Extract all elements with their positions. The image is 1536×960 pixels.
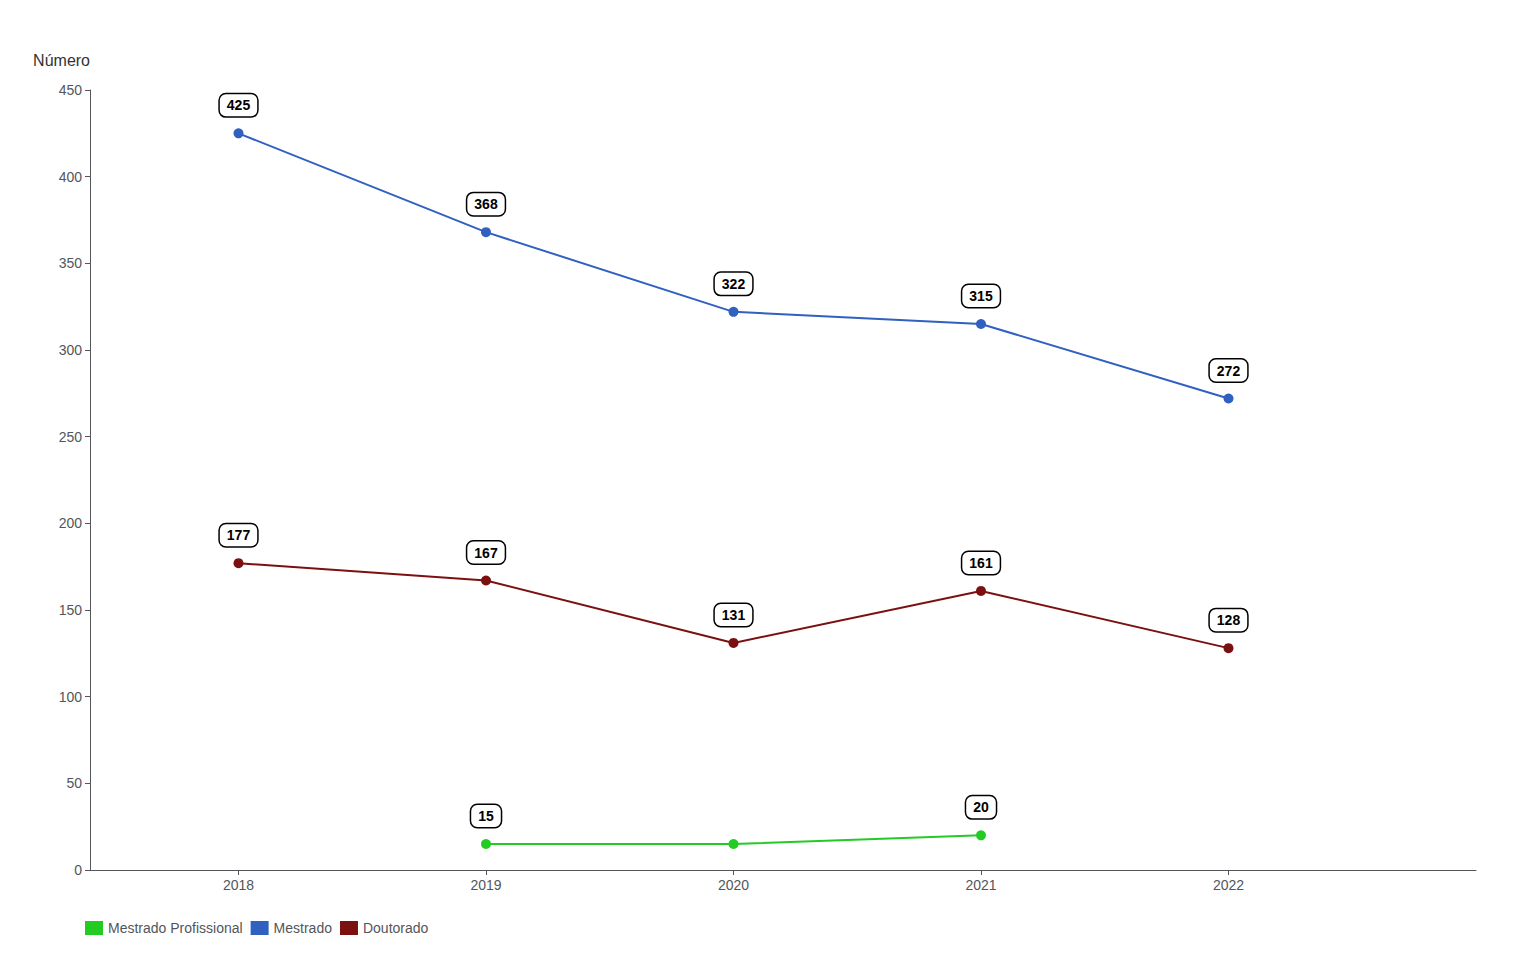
svg-text:2021: 2021	[965, 877, 996, 893]
svg-text:Mestrado: Mestrado	[274, 920, 333, 936]
svg-text:250: 250	[59, 429, 83, 445]
svg-text:315: 315	[969, 288, 993, 304]
svg-text:177: 177	[227, 527, 251, 543]
svg-text:167: 167	[474, 545, 498, 561]
svg-text:Doutorado: Doutorado	[363, 920, 429, 936]
svg-text:368: 368	[474, 196, 498, 212]
svg-text:425: 425	[227, 97, 251, 113]
svg-text:2022: 2022	[1213, 877, 1244, 893]
svg-text:300: 300	[59, 342, 83, 358]
svg-text:131: 131	[722, 607, 746, 623]
svg-text:161: 161	[969, 555, 993, 571]
svg-text:322: 322	[722, 276, 746, 292]
svg-text:100: 100	[59, 689, 83, 705]
svg-text:350: 350	[59, 255, 83, 271]
svg-text:15: 15	[478, 808, 494, 824]
svg-text:2018: 2018	[223, 877, 254, 893]
svg-text:2019: 2019	[470, 877, 501, 893]
svg-text:272: 272	[1217, 363, 1241, 379]
svg-text:Mestrado Profissional: Mestrado Profissional	[108, 920, 243, 936]
svg-text:50: 50	[66, 775, 82, 791]
svg-text:450: 450	[59, 82, 83, 98]
svg-text:20: 20	[973, 799, 989, 815]
svg-text:2020: 2020	[718, 877, 749, 893]
svg-text:Número: Número	[33, 52, 90, 69]
svg-text:400: 400	[59, 169, 83, 185]
svg-text:200: 200	[59, 515, 83, 531]
svg-text:128: 128	[1217, 612, 1241, 628]
svg-text:0: 0	[74, 862, 82, 878]
svg-text:150: 150	[59, 602, 83, 618]
